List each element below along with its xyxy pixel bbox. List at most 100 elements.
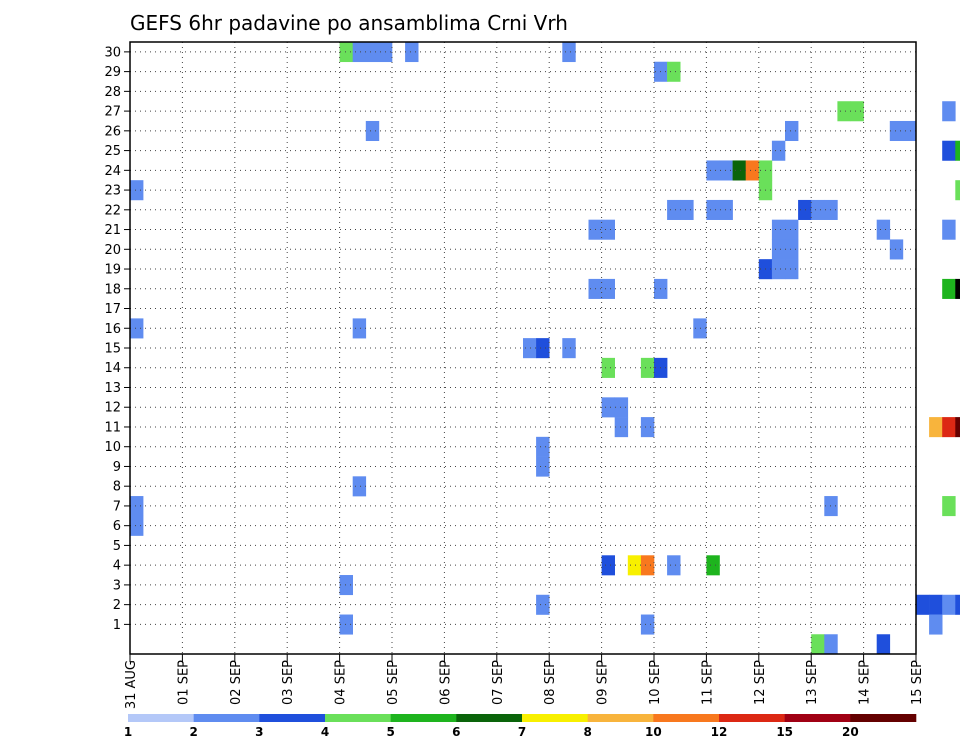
- x-tick-label: 01 SEP: [176, 660, 191, 705]
- heatmap-cell: [785, 120, 799, 142]
- heatmap-cell: [601, 357, 615, 378]
- chart-title: GEFS 6hr padavine po ansamblima Crni Vrh: [130, 11, 568, 35]
- y-tick-label: 27: [104, 105, 121, 120]
- heatmap-cell: [680, 199, 694, 220]
- x-tick-label: 05 SEP: [386, 660, 401, 705]
- heatmap-cell: [811, 199, 825, 220]
- heatmap-cell: [955, 417, 960, 438]
- colorbar-swatch: [587, 714, 654, 722]
- heatmap-cell: [942, 278, 956, 299]
- heatmap-cell: [785, 239, 799, 260]
- heatmap-cell: [640, 555, 655, 576]
- grid-lines: [130, 42, 916, 654]
- colorbar-label: 8: [583, 725, 591, 739]
- y-tick-label: 4: [113, 559, 121, 574]
- heatmap-cell: [889, 120, 904, 142]
- x-tick-label: 13 SEP: [805, 660, 820, 705]
- x-tick-label: 09 SEP: [596, 660, 611, 705]
- heatmap-cell: [771, 219, 786, 240]
- heatmap-cell: [640, 614, 655, 635]
- x-tick-label: 07 SEP: [491, 660, 506, 705]
- heatmap-cell: [667, 199, 681, 220]
- heatmap-cell: [929, 614, 943, 635]
- heatmap-cell: [706, 555, 720, 576]
- heatmap-cell: [955, 140, 960, 161]
- colorbar-swatch: [719, 714, 785, 722]
- heatmap-cell: [405, 42, 419, 63]
- heatmap-cell: [130, 515, 144, 536]
- y-tick-label: 7: [113, 499, 121, 514]
- colorbar-swatch: [522, 714, 588, 722]
- heatmap-cell: [811, 634, 825, 655]
- y-tick-label: 3: [113, 578, 121, 593]
- y-tick-label: 9: [113, 460, 121, 475]
- y-tick-label: 25: [104, 144, 121, 159]
- y-tick-label: 28: [104, 85, 121, 100]
- heatmap-cell: [824, 634, 838, 655]
- heatmap-cell: [339, 575, 353, 596]
- y-tick-label: 22: [104, 203, 121, 218]
- heatmap-cell: [614, 417, 629, 438]
- heatmap-cell: [352, 476, 367, 497]
- x-tick-label: 10 SEP: [648, 660, 663, 705]
- heatmap-cell: [955, 180, 960, 201]
- y-tick-label: 23: [104, 184, 121, 199]
- colorbar-label: 10: [645, 725, 662, 739]
- heatmap-cell: [640, 357, 655, 378]
- heatmap-cell: [902, 120, 917, 142]
- heatmap-cell: [785, 219, 799, 240]
- y-tick-label: 26: [104, 124, 121, 139]
- heatmap-cell: [955, 278, 960, 299]
- colorbar-swatch: [325, 714, 391, 722]
- colorbar-label: 20: [842, 725, 859, 739]
- heatmap-cell: [536, 594, 550, 615]
- y-tick-label: 29: [104, 65, 121, 80]
- y-tick-label: 18: [104, 282, 121, 297]
- heatmap-cell: [706, 160, 720, 181]
- heatmap-cell: [130, 496, 144, 517]
- heatmap-cell: [929, 594, 943, 615]
- heatmap-cell: [771, 239, 786, 260]
- heatmap-cell: [771, 259, 786, 280]
- heatmap-cell: [667, 61, 681, 82]
- x-tick-label: 12 SEP: [753, 660, 768, 705]
- heatmap-cell: [601, 555, 615, 576]
- heatmap-cell: [706, 199, 720, 220]
- heatmap-cell: [352, 318, 367, 339]
- heatmap-cell: [798, 199, 812, 220]
- colorbar-swatch: [193, 714, 260, 722]
- heatmap-cell: [339, 42, 353, 63]
- heatmap-cell: [536, 436, 550, 457]
- heatmap-cell: [536, 456, 550, 477]
- heatmap-cell: [719, 199, 733, 220]
- heatmap-cell: [837, 101, 851, 122]
- colorbar-swatch: [128, 714, 194, 722]
- heatmap-cell: [352, 42, 367, 63]
- y-tick-label: 16: [104, 322, 121, 337]
- y-tick-label: 20: [104, 243, 121, 258]
- heatmap-cell: [745, 160, 760, 181]
- heatmap-cell: [614, 397, 629, 418]
- heatmap-cell: [562, 338, 576, 359]
- y-tick-label: 14: [104, 361, 121, 376]
- heatmap-cell: [601, 397, 615, 418]
- colorbar-label: 2: [189, 725, 197, 739]
- heatmap-cell: [130, 180, 144, 201]
- y-tick-label: 17: [104, 302, 121, 317]
- colorbar-swatch: [456, 714, 523, 722]
- heatmap-cell: [667, 555, 681, 576]
- y-tick-label: 15: [104, 342, 121, 357]
- colorbar: 1 2 3 4 5 6 7 8 10 12 15 20: [124, 714, 917, 739]
- heatmap-cell: [942, 496, 956, 517]
- y-tick-label: 5: [113, 539, 121, 554]
- heatmap-cell: [627, 555, 642, 576]
- colorbar-label: 1: [124, 725, 132, 739]
- heatmap-cell: [130, 318, 144, 339]
- x-tick-label: 03 SEP: [281, 660, 296, 705]
- colorbar-label: 7: [518, 725, 526, 739]
- heatmap-cell: [876, 634, 891, 655]
- heatmap-cell: [942, 594, 956, 615]
- y-tick-label: 19: [104, 263, 121, 278]
- colorbar-label: 12: [711, 725, 728, 739]
